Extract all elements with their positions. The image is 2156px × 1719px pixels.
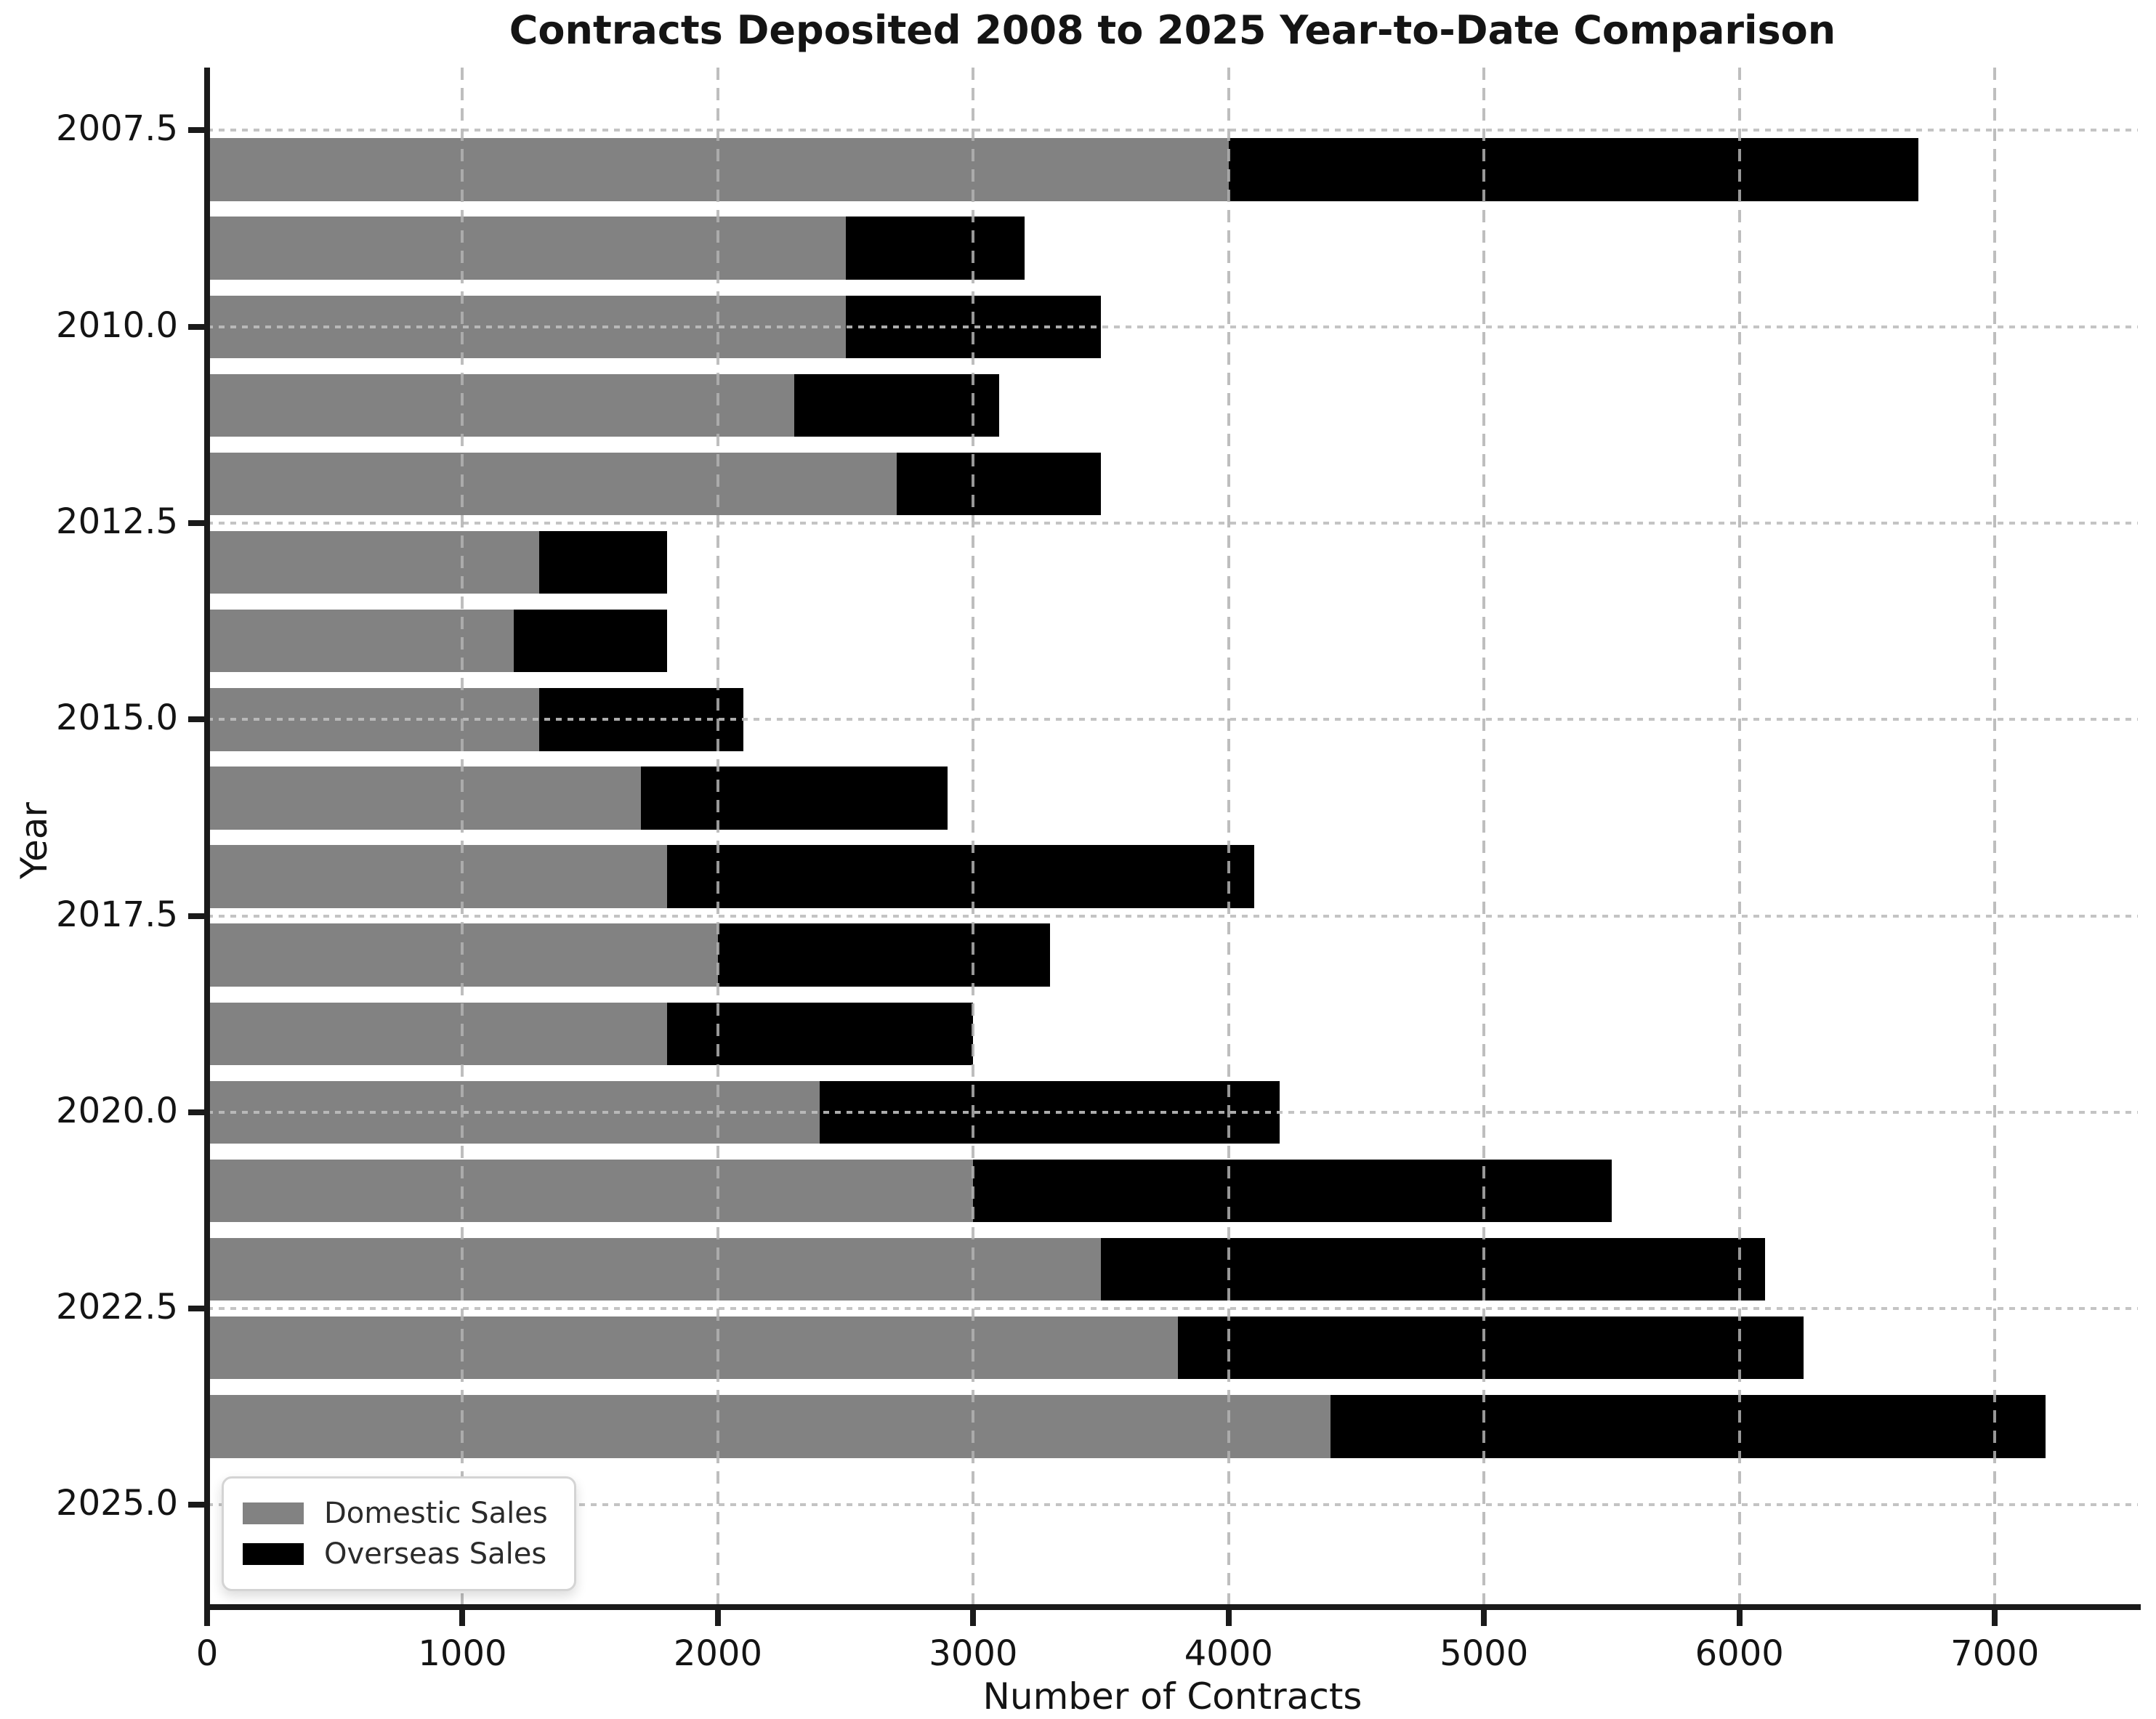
plot-area: Domestic Sales Overseas Sales — [204, 68, 2141, 1613]
bar-domestic-segment — [207, 1395, 1331, 1458]
x-tick-label: 2000 — [673, 1633, 762, 1674]
x-tick-mark — [1481, 1610, 1487, 1626]
bar-domestic-segment — [207, 373, 795, 437]
y-axis-spine — [204, 68, 210, 1613]
x-tick-label: 1000 — [418, 1633, 507, 1674]
x-tick-mark — [714, 1610, 721, 1626]
y-tick-label: 2015.0 — [56, 697, 178, 739]
legend-item-label: Domestic Sales — [324, 1497, 548, 1530]
y-tick-label: 2022.5 — [56, 1287, 178, 1328]
gridline-y — [207, 1503, 2138, 1507]
y-tick-label: 2025.0 — [56, 1483, 178, 1524]
bar-domestic-segment — [207, 452, 897, 516]
gridline-y — [207, 1307, 2138, 1311]
x-tick-mark — [1736, 1610, 1743, 1626]
y-tick-label: 2017.5 — [56, 894, 178, 935]
bar-overseas-segment — [973, 1159, 1612, 1223]
x-axis-spine — [204, 1604, 2141, 1610]
y-tick-label: 2010.0 — [56, 304, 178, 346]
bar-domestic-segment — [207, 1002, 667, 1066]
bar-overseas-segment — [538, 530, 667, 594]
legend-swatch — [243, 1502, 304, 1524]
bar-domestic-segment — [207, 609, 514, 673]
bar-domestic-segment — [207, 530, 539, 594]
legend-item: Domestic Sales — [243, 1493, 548, 1534]
x-tick-mark — [204, 1610, 210, 1626]
y-tick-label: 2007.5 — [56, 108, 178, 150]
gridline-y — [207, 522, 2138, 525]
legend-item: Overseas Sales — [243, 1534, 548, 1574]
bar-overseas-segment — [641, 767, 948, 830]
bar-overseas-segment — [513, 609, 667, 673]
y-tick-mark — [188, 1502, 204, 1508]
gridline-x — [461, 68, 464, 1607]
bar-overseas-segment — [1177, 1316, 1804, 1380]
x-tick-mark — [459, 1610, 466, 1626]
bar-overseas-segment — [717, 923, 1050, 987]
x-tick-label: 4000 — [1184, 1633, 1273, 1674]
bar-domestic-segment — [207, 767, 642, 830]
gridline-x — [1482, 68, 1486, 1607]
bar-overseas-segment — [1101, 1237, 1765, 1301]
y-tick-label: 2020.0 — [56, 1090, 178, 1131]
y-tick-mark — [188, 913, 204, 919]
bar-overseas-segment — [1331, 1395, 2046, 1458]
y-tick-mark — [188, 520, 204, 527]
y-tick-mark — [188, 127, 204, 134]
bar-domestic-segment — [207, 845, 667, 908]
x-tick-mark — [1992, 1610, 1998, 1626]
bar-domestic-segment — [207, 217, 846, 280]
x-tick-label: 0 — [195, 1633, 219, 1674]
bar-overseas-segment — [666, 1002, 974, 1066]
y-tick-mark — [188, 323, 204, 330]
gridline-x — [716, 68, 719, 1607]
y-tick-mark — [188, 1306, 204, 1312]
legend-item-label: Overseas Sales — [324, 1537, 547, 1571]
gridline-x — [1993, 68, 1997, 1607]
gridline-x — [972, 68, 975, 1607]
bar-overseas-segment — [666, 845, 1254, 908]
y-tick-mark — [188, 716, 204, 723]
bar-overseas-segment — [896, 452, 1102, 516]
bar-overseas-segment — [1228, 138, 1918, 201]
x-tick-label: 5000 — [1440, 1633, 1529, 1674]
gridline-y — [207, 325, 2138, 328]
x-tick-label: 6000 — [1695, 1633, 1784, 1674]
bar-domestic-segment — [207, 1316, 1178, 1380]
x-tick-label: 7000 — [1950, 1633, 2040, 1674]
y-tick-label: 2012.5 — [56, 501, 178, 543]
gridline-x — [1227, 68, 1230, 1607]
bar-overseas-segment — [794, 373, 999, 437]
legend-swatch — [243, 1543, 304, 1565]
x-tick-label: 3000 — [929, 1633, 1018, 1674]
gridline-y — [207, 1110, 2138, 1114]
bar-domestic-segment — [207, 1237, 1102, 1301]
x-axis-label: Number of Contracts — [982, 1675, 1362, 1718]
x-tick-mark — [1225, 1610, 1232, 1626]
gridline-y — [207, 718, 2138, 721]
bar-domestic-segment — [207, 1159, 974, 1223]
chart-title: Contracts Deposited 2008 to 2025 Year-to… — [509, 7, 1836, 53]
x-tick-mark — [970, 1610, 977, 1626]
y-tick-mark — [188, 1109, 204, 1115]
legend: Domestic Sales Overseas Sales — [222, 1476, 576, 1591]
gridline-y — [207, 129, 2138, 132]
gridline-y — [207, 914, 2138, 918]
gridline-x — [1737, 68, 1741, 1607]
bar-overseas-segment — [845, 217, 1025, 280]
